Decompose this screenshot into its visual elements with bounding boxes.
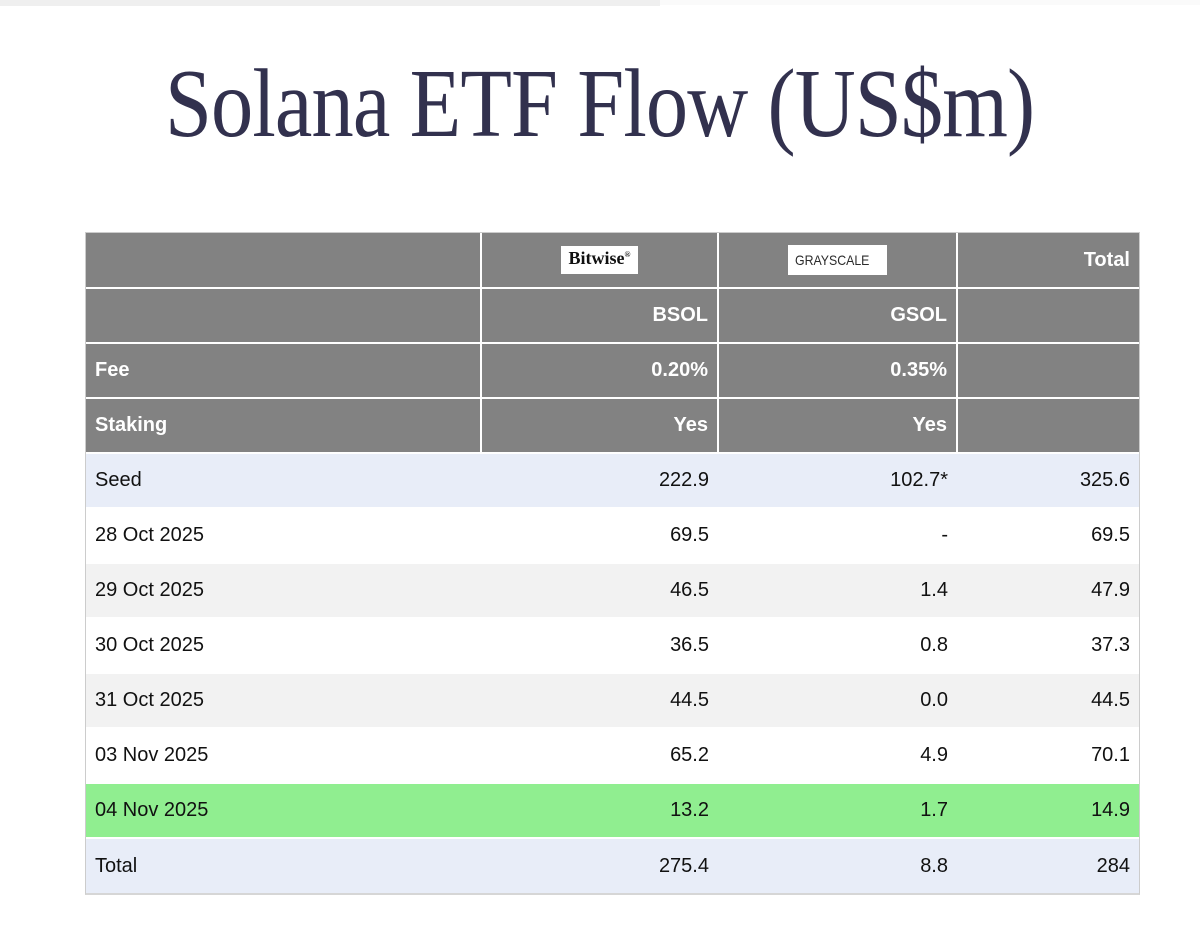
- row-label-cell: 30 Oct 2025: [86, 618, 481, 674]
- staking-label: Staking: [86, 398, 482, 454]
- gsol-value-cell: -: [718, 508, 957, 564]
- row-label-cell: Total: [86, 838, 481, 893]
- gsol-value-cell: 8.8: [718, 838, 957, 893]
- row-label-cell: 04 Nov 2025: [86, 783, 481, 839]
- bsol-value-cell: 13.2: [481, 783, 718, 839]
- total-value-cell: 284: [957, 838, 1139, 893]
- table-row-total: Total 275.4 8.8 284: [86, 838, 1139, 893]
- gsol-value-cell: 1.4: [718, 563, 957, 619]
- header-row-tickers: BSOL GSOL: [86, 288, 1139, 344]
- etf-flow-table-grid: Bitwise® GRAYSCALE Total BSOL GSOL Fee 0…: [86, 233, 1139, 893]
- row-label-cell: 28 Oct 2025: [86, 508, 481, 564]
- fee-gsol-value: 0.35%: [718, 343, 958, 399]
- row-label-cell: 29 Oct 2025: [86, 563, 481, 619]
- table-row-30-oct: 30 Oct 2025 36.5 0.8 37.3: [86, 618, 1139, 674]
- total-value-cell: 47.9: [957, 563, 1139, 619]
- top-edge-artifact-left: [0, 0, 660, 6]
- table-row-03-nov: 03 Nov 2025 65.2 4.9 70.1: [86, 728, 1139, 784]
- bitwise-logo-text: Bitwise: [568, 248, 625, 269]
- table-row-seed: Seed 222.9 102.7* 325.6: [86, 453, 1139, 509]
- total-value-cell: 325.6: [957, 453, 1139, 509]
- header-empty-cell: [86, 288, 482, 344]
- bsol-value-cell: 275.4: [481, 838, 718, 893]
- gsol-ticker-header: GSOL: [718, 288, 958, 344]
- staking-bsol-value: Yes: [481, 398, 719, 454]
- bitwise-logo-cell: Bitwise®: [481, 233, 719, 289]
- row-label-cell: Seed: [86, 453, 481, 509]
- fee-bsol-value: 0.20%: [481, 343, 719, 399]
- etf-flow-table: Bitwise® GRAYSCALE Total BSOL GSOL Fee 0…: [85, 232, 1140, 895]
- gsol-value-cell: 0.8: [718, 618, 957, 674]
- gsol-value-cell: 1.7: [718, 783, 957, 839]
- table-row-31-oct: 31 Oct 2025 44.5 0.0 44.5: [86, 673, 1139, 729]
- header-row-logos: Bitwise® GRAYSCALE Total: [86, 233, 1139, 289]
- header-row-fee: Fee 0.20% 0.35%: [86, 343, 1139, 399]
- grayscale-logo: GRAYSCALE: [788, 245, 887, 275]
- bsol-value-cell: 44.5: [481, 673, 718, 729]
- bitwise-registered-mark: ®: [624, 250, 631, 260]
- gsol-value-cell: 4.9: [718, 728, 957, 784]
- gsol-value-cell: 0.0: [718, 673, 957, 729]
- table-row-29-oct: 29 Oct 2025 46.5 1.4 47.9: [86, 563, 1139, 619]
- total-value-cell: 44.5: [957, 673, 1139, 729]
- bsol-value-cell: 36.5: [481, 618, 718, 674]
- total-value-cell: 70.1: [957, 728, 1139, 784]
- table-row-04-nov-highlighted: 04 Nov 2025 13.2 1.7 14.9: [86, 783, 1139, 839]
- bsol-value-cell: 222.9: [481, 453, 718, 509]
- row-label-cell: 31 Oct 2025: [86, 673, 481, 729]
- total-value-cell: 37.3: [957, 618, 1139, 674]
- header-empty-cell: [957, 398, 1139, 454]
- header-empty-cell: [957, 288, 1139, 344]
- bsol-ticker-header: BSOL: [481, 288, 719, 344]
- header-empty-cell: [957, 343, 1139, 399]
- grayscale-logo-text: GRAYSCALE: [795, 252, 870, 268]
- total-value-cell: 69.5: [957, 508, 1139, 564]
- row-label-cell: 03 Nov 2025: [86, 728, 481, 784]
- bsol-value-cell: 46.5: [481, 563, 718, 619]
- page-title-text: Solana ETF Flow (US$m): [165, 50, 1035, 157]
- page-title: Solana ETF Flow (US$m): [0, 48, 1200, 160]
- bsol-value-cell: 69.5: [481, 508, 718, 564]
- gsol-value-cell: 102.7*: [718, 453, 957, 509]
- fee-label: Fee: [86, 343, 482, 399]
- total-column-header: Total: [957, 233, 1139, 289]
- table-row-28-oct: 28 Oct 2025 69.5 - 69.5: [86, 508, 1139, 564]
- total-value-cell: 14.9: [957, 783, 1139, 839]
- grayscale-logo-cell: GRAYSCALE: [718, 233, 958, 289]
- bitwise-logo: Bitwise®: [560, 246, 639, 274]
- header-row-staking: Staking Yes Yes: [86, 398, 1139, 454]
- bsol-value-cell: 65.2: [481, 728, 718, 784]
- staking-gsol-value: Yes: [718, 398, 958, 454]
- header-empty-cell: [86, 233, 482, 289]
